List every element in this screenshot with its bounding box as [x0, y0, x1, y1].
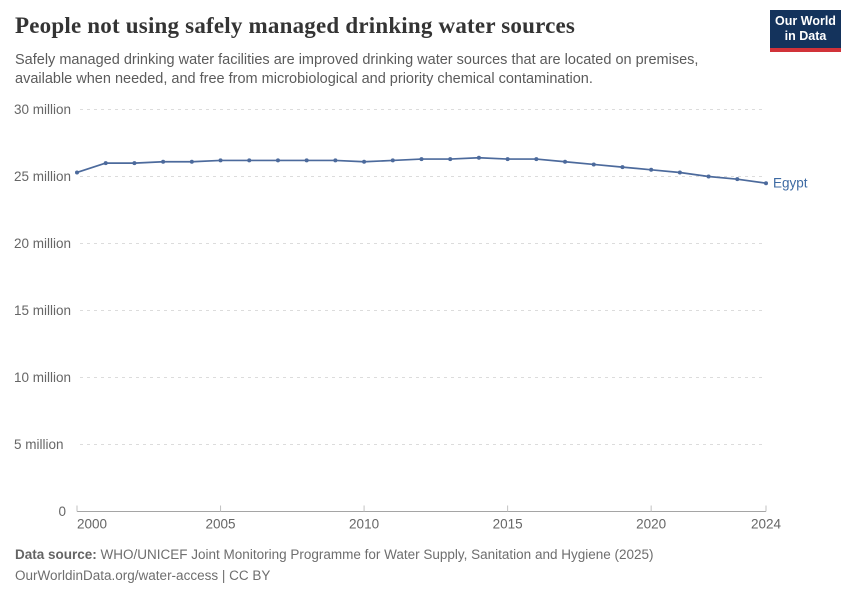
- y-axis-label: 5 million: [14, 437, 64, 452]
- attribution-line: OurWorldinData.org/water-access | CC BY: [15, 568, 271, 583]
- data-point: [735, 177, 740, 182]
- x-axis-label: 2024: [751, 517, 782, 532]
- y-axis-label: 0: [58, 504, 66, 519]
- data-point: [304, 158, 309, 163]
- x-axis-label: 2010: [349, 517, 379, 532]
- data-source-line: Data source: WHO/UNICEF Joint Monitoring…: [15, 547, 654, 562]
- data-point: [448, 157, 453, 162]
- data-point: [677, 170, 682, 175]
- data-point: [103, 161, 108, 166]
- page-title: People not using safely managed drinking…: [15, 13, 576, 38]
- data-point: [75, 170, 79, 175]
- data-point: [362, 159, 367, 164]
- y-axis-label: 15 million: [14, 303, 71, 318]
- y-axis-label: 30 million: [14, 102, 71, 117]
- y-axis-label: 20 million: [14, 236, 71, 251]
- x-axis-label: 2020: [636, 517, 666, 532]
- data-point: [189, 159, 194, 164]
- data-point: [563, 159, 568, 164]
- y-axis-label: 10 million: [14, 370, 71, 385]
- y-axis-label: 25 million: [14, 169, 71, 184]
- data-point: [505, 157, 510, 162]
- data-point: [649, 167, 654, 172]
- x-axis-label: 2000: [77, 517, 107, 532]
- data-source-text: WHO/UNICEF Joint Monitoring Programme fo…: [100, 547, 654, 562]
- series-label-egypt[interactable]: Egypt: [773, 176, 808, 191]
- owid-logo-line2: in Data: [784, 29, 827, 43]
- series-line: [76, 156, 767, 185]
- owid-logo-line1: Our World: [775, 14, 836, 29]
- data-point: [706, 174, 711, 179]
- data-point: [534, 157, 539, 162]
- data-point: [218, 158, 223, 163]
- chart-subtitle: Safely managed drinking water facilities…: [15, 52, 699, 87]
- data-point: [620, 165, 625, 170]
- data-point: [161, 159, 166, 164]
- data-point: [419, 157, 424, 162]
- data-point: [132, 161, 137, 166]
- data-source-label: Data source:: [15, 547, 97, 562]
- data-point: [390, 158, 395, 163]
- data-point: [275, 158, 280, 163]
- data-point: [247, 158, 252, 163]
- data-point: [476, 155, 481, 160]
- data-point: [333, 158, 338, 163]
- data-point: [591, 162, 596, 167]
- data-point: [764, 181, 768, 186]
- owid-logo[interactable]: Our World in Data: [770, 10, 841, 52]
- x-axis-label: 2015: [493, 517, 523, 532]
- x-axis-label: 2005: [206, 517, 236, 532]
